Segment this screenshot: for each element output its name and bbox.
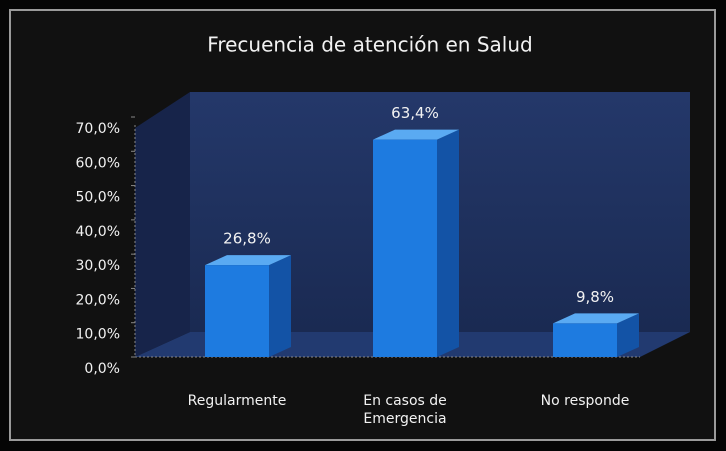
y-tick-label: 70,0%: [76, 121, 120, 137]
y-tick-label: 40,0%: [76, 224, 120, 240]
bar-top: [553, 313, 639, 324]
bar-side: [617, 313, 639, 357]
y-tick-label: 20,0%: [76, 292, 120, 308]
bar-side: [269, 255, 291, 357]
chart-title: Frecuencia de atención en Salud: [207, 33, 532, 57]
y-tick-label: 50,0%: [76, 190, 120, 206]
bar-side: [437, 129, 459, 357]
y-tick-label: 30,0%: [76, 258, 120, 274]
side-wall: [135, 92, 190, 357]
y-tick-label: 60,0%: [76, 155, 120, 171]
value-label: 26,8%: [223, 230, 271, 248]
bar-top: [205, 255, 291, 266]
x-tick-label: Regularmente: [187, 393, 287, 409]
x-tick-label: No responde: [540, 393, 630, 409]
bar: [205, 265, 269, 357]
bar-top: [373, 129, 459, 140]
bar: [553, 323, 617, 357]
value-label: 9,8%: [576, 288, 614, 306]
y-tick-label: 10,0%: [76, 327, 120, 343]
x-tick-label: En casos de Emergencia: [363, 393, 447, 427]
y-tick-label: 0,0%: [84, 361, 120, 377]
value-label: 63,4%: [391, 104, 439, 122]
bar: [373, 139, 437, 357]
